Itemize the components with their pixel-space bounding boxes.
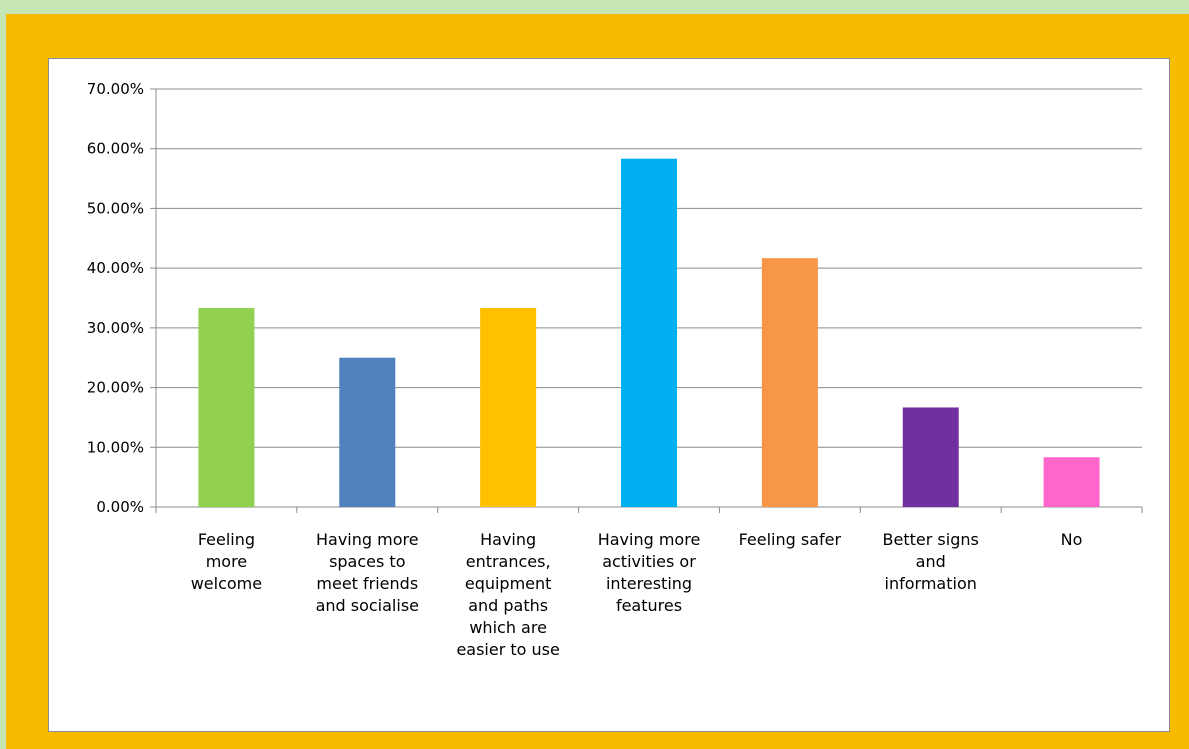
- y-tick-label: 50.00%: [87, 199, 144, 217]
- y-tick-label: 70.00%: [87, 80, 144, 98]
- bar: [339, 357, 396, 507]
- y-tick-label: 40.00%: [87, 259, 144, 277]
- bar: [480, 307, 537, 507]
- x-category-label: No: [1060, 530, 1083, 549]
- bar: [198, 307, 255, 507]
- x-category-label: Having more activities or interesting fe…: [597, 530, 701, 615]
- x-category-label: Having more spaces to meet friends and s…: [315, 530, 419, 615]
- x-category-label: Better signs and information: [882, 530, 979, 593]
- chart-frame: 0.00% 10.00% 20.00% 30.00% 40.00% 50.00% 60.00…: [6, 14, 1189, 749]
- bar: [1043, 457, 1100, 507]
- bar: [902, 407, 959, 507]
- x-category-label: Feeling more welcome: [190, 530, 263, 593]
- y-tick-label: 10.00%: [87, 438, 144, 456]
- bar-chart: 0.00% 10.00% 20.00% 30.00% 40.00% 50.00% 60.00…: [87, 80, 1143, 516]
- x-category-label: Feeling safer: [738, 530, 842, 549]
- y-tick-label: 60.00%: [87, 140, 144, 158]
- x-category-label: Having entrances, equipment and paths wh…: [456, 530, 560, 659]
- y-tick-label: 30.00%: [87, 319, 144, 337]
- chart-area: 0.00% 10.00% 20.00% 30.00% 40.00% 50.00% 60.00…: [48, 58, 1170, 732]
- y-tick-label: 20.00%: [87, 379, 144, 397]
- y-tick-label: 0.00%: [96, 498, 144, 516]
- bar: [761, 258, 818, 507]
- bar: [621, 158, 677, 507]
